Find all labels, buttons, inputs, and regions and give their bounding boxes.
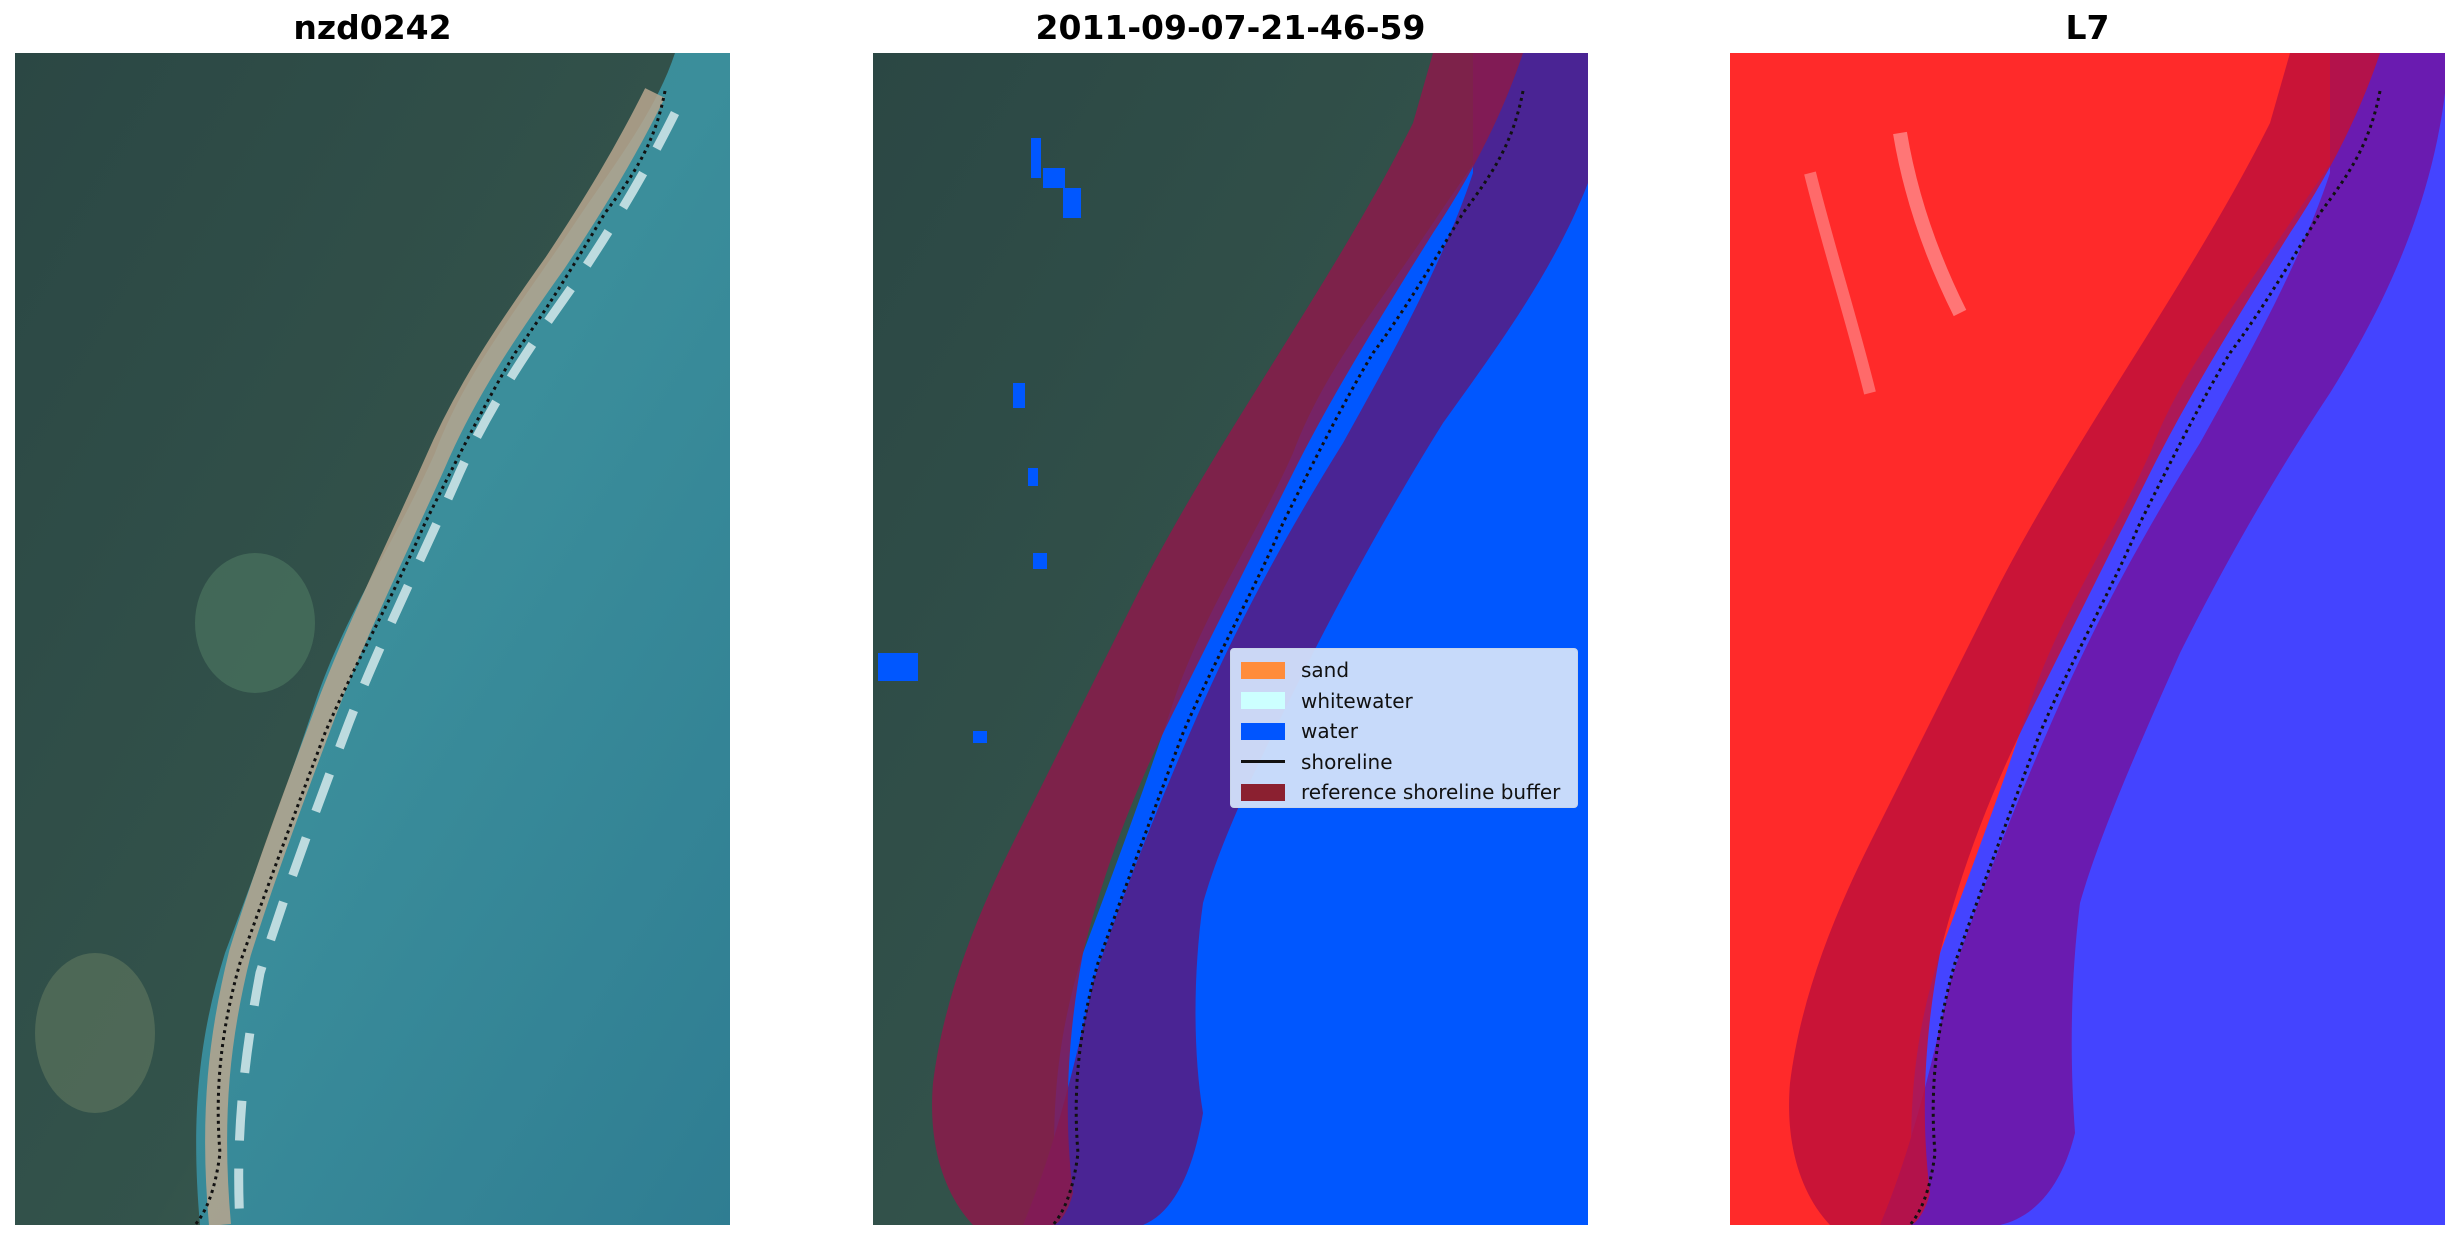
water-speck — [1043, 168, 1065, 188]
panel-title-3: L7 — [2065, 8, 2110, 47]
buffer-swatch — [1241, 783, 1285, 801]
legend-item-buffer: reference shoreline buffer — [1241, 777, 1567, 808]
vegetation-patch — [195, 553, 315, 693]
water-speck — [1063, 188, 1081, 218]
water-speck — [973, 731, 987, 743]
water-speck — [1013, 383, 1025, 408]
shoreline — [1051, 90, 1525, 1225]
classification-panel — [873, 53, 1588, 1225]
beach-strip — [205, 88, 665, 1225]
water-speck — [1031, 138, 1041, 178]
legend-label: whitewater — [1301, 688, 1413, 713]
legend-label: shoreline — [1301, 749, 1393, 774]
water-speck — [878, 653, 918, 681]
rgb-image-panel — [15, 53, 730, 1225]
seaward-buffer — [1880, 53, 2445, 1225]
legend-label: sand — [1301, 658, 1350, 683]
legend-label: reference shoreline buffer — [1301, 780, 1561, 805]
sand-swatch — [1241, 661, 1285, 679]
legend-item-whitewater: whitewater — [1241, 686, 1567, 717]
panel-title-2: 2011-09-07-21-46-59 — [1035, 8, 1426, 47]
shoreline — [1908, 90, 2382, 1225]
water-speck — [1033, 553, 1047, 569]
legend-item-water: water — [1241, 716, 1567, 747]
seaward-buffer — [1023, 53, 1588, 1225]
whitewater-swatch — [1241, 692, 1285, 710]
index-bright-streak — [1893, 131, 1967, 317]
rgb-image — [15, 53, 730, 1225]
legend-item-sand: sand — [1241, 655, 1567, 686]
legend-label: water — [1301, 719, 1358, 744]
land-area — [15, 53, 675, 1225]
shoreline — [193, 90, 667, 1225]
reference-shoreline-buffer — [932, 53, 1523, 1225]
legend-item-shoreline: shoreline — [1241, 747, 1567, 778]
legend: sand whitewater water shoreline referenc… — [1230, 648, 1578, 808]
classification-image — [873, 53, 1588, 1225]
water-speck — [1028, 468, 1038, 486]
water-swatch — [1241, 722, 1285, 740]
reference-shoreline-buffer — [1789, 53, 2380, 1225]
panel-title-1: nzd0242 — [293, 8, 452, 47]
index-panel — [1730, 53, 2445, 1225]
index-bright-streak — [1804, 171, 1876, 395]
surf-foam — [234, 110, 680, 1225]
index-image — [1730, 53, 2445, 1225]
shoreline-line-swatch — [1241, 760, 1285, 764]
vegetation-patch — [35, 953, 155, 1113]
